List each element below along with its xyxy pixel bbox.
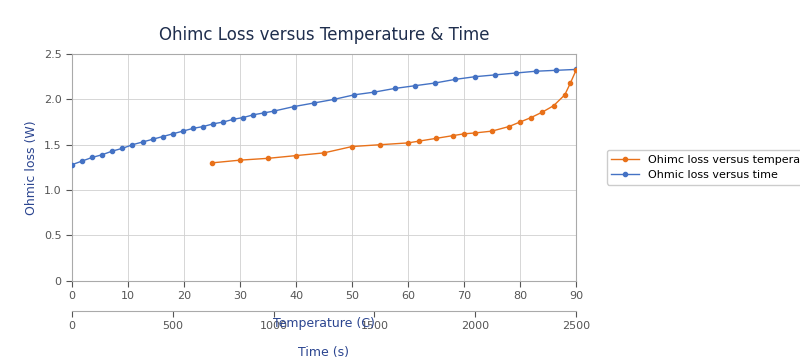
Ohmic loss versus time xyxy=(107,149,117,153)
Y-axis label: Ohmic loss (W): Ohmic loss (W) xyxy=(26,120,38,215)
Ohmic loss versus time xyxy=(198,125,208,129)
Ohimc loss versus temperature xyxy=(235,158,245,162)
Ohmic loss versus time xyxy=(138,140,147,144)
Ohmic loss versus time xyxy=(238,115,248,120)
Ohimc loss versus temperature xyxy=(431,136,441,140)
Ohimc loss versus temperature xyxy=(448,134,458,138)
Ohmic loss versus time xyxy=(158,134,167,139)
Ohimc loss versus temperature xyxy=(538,110,547,114)
Ohmic loss versus time xyxy=(269,109,278,113)
Ohmic loss versus time xyxy=(551,68,561,72)
Ohimc loss versus temperature xyxy=(515,120,525,124)
Text: Time (s): Time (s) xyxy=(298,346,350,359)
Ohimc loss versus temperature xyxy=(566,81,575,85)
Ohimc loss versus temperature xyxy=(470,131,480,135)
Ohmic loss versus time xyxy=(128,143,138,147)
Ohmic loss versus time xyxy=(78,159,87,163)
Title: Ohimc Loss versus Temperature & Time: Ohimc Loss versus Temperature & Time xyxy=(158,26,490,44)
Ohmic loss versus time xyxy=(490,73,500,77)
Ohmic loss versus time xyxy=(208,122,218,126)
Ohimc loss versus temperature xyxy=(459,132,469,136)
Ohmic loss versus time xyxy=(229,117,238,121)
Ohmic loss versus time xyxy=(430,81,440,85)
Ohimc loss versus temperature xyxy=(549,104,558,108)
Ohimc loss versus temperature xyxy=(207,161,217,165)
Ohmic loss versus time xyxy=(148,137,158,141)
Ohmic loss versus time xyxy=(531,69,541,73)
Ohimc loss versus temperature xyxy=(347,144,357,149)
Ohmic loss versus time xyxy=(67,162,77,167)
Ohimc loss versus temperature xyxy=(319,151,329,155)
Ohmic loss versus time xyxy=(370,90,379,94)
Ohmic loss versus time xyxy=(249,113,258,117)
Ohmic loss versus time xyxy=(218,120,228,124)
Ohmic loss versus time xyxy=(188,126,198,131)
Ohimc loss versus temperature xyxy=(263,156,273,161)
Ohimc loss versus temperature xyxy=(560,93,570,97)
Line: Ohmic loss versus time: Ohmic loss versus time xyxy=(70,67,578,167)
Ohmic loss versus time xyxy=(168,132,178,136)
Ohmic loss versus time xyxy=(258,111,268,115)
Ohmic loss versus time xyxy=(330,97,339,102)
Ohmic loss versus time xyxy=(390,86,399,91)
Ohmic loss versus time xyxy=(309,101,318,105)
Ohimc loss versus temperature xyxy=(414,139,424,143)
Ohimc loss versus temperature xyxy=(403,141,413,145)
Ohmic loss versus time xyxy=(350,93,359,97)
Ohmic loss versus time xyxy=(98,153,107,157)
Ohmic loss versus time xyxy=(410,84,419,88)
Ohmic loss versus time xyxy=(87,155,97,159)
Ohmic loss versus time xyxy=(178,129,188,133)
Ohimc loss versus temperature xyxy=(504,125,514,129)
Ohmic loss versus time xyxy=(450,77,460,82)
Ohmic loss versus time xyxy=(289,104,298,109)
Ohimc loss versus temperature xyxy=(375,143,385,147)
Ohimc loss versus temperature xyxy=(526,115,536,120)
Line: Ohimc loss versus temperature: Ohimc loss versus temperature xyxy=(210,68,578,165)
Ohimc loss versus temperature xyxy=(291,153,301,158)
Ohmic loss versus time xyxy=(470,75,480,79)
Ohimc loss versus temperature xyxy=(571,68,581,72)
Legend: Ohimc loss versus temperature, Ohmic loss versus time: Ohimc loss versus temperature, Ohmic los… xyxy=(606,150,800,185)
Ohmic loss versus time xyxy=(118,146,127,150)
Ohmic loss versus time xyxy=(510,71,520,75)
Text: Temperature (C): Temperature (C) xyxy=(273,318,375,330)
Ohimc loss versus temperature xyxy=(487,129,497,133)
Ohmic loss versus time xyxy=(571,67,581,72)
